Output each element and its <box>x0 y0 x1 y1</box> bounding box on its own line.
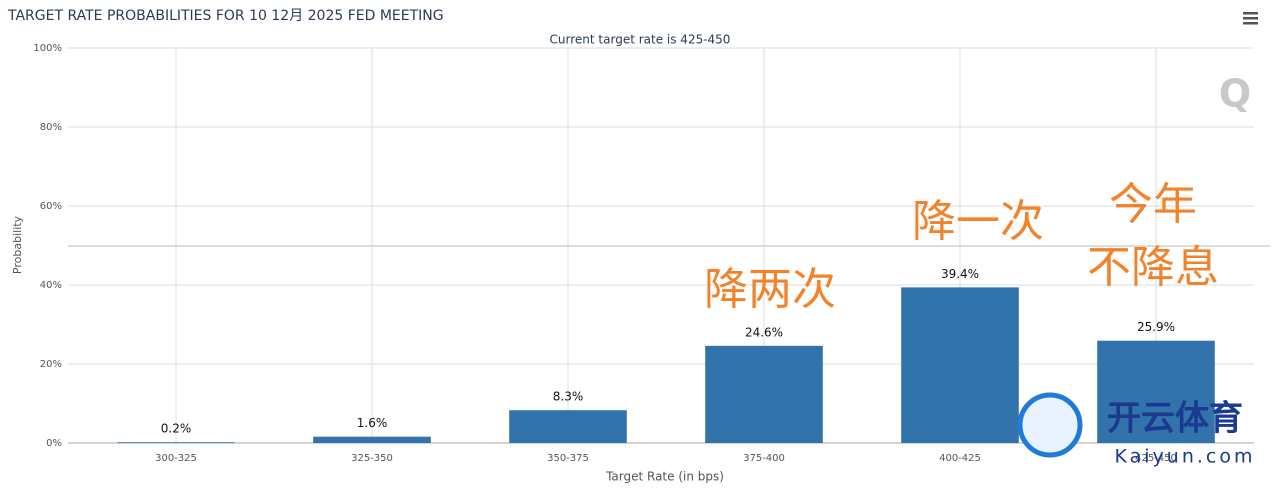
bar <box>509 410 627 443</box>
bar <box>705 345 823 443</box>
x-tick-label: 425-450 <box>1135 453 1177 464</box>
y-axis-title: Probability <box>11 215 24 274</box>
watermark: Kaiyun.com <box>1115 446 1256 468</box>
y-tick-label: 0% <box>46 438 62 449</box>
value-label: 25.9% <box>1137 320 1175 334</box>
chart-subtitle: Current target rate is 425-450 <box>550 33 731 47</box>
annotation: 降一次 <box>912 196 1044 247</box>
value-label: 8.3% <box>553 390 584 404</box>
bar <box>901 287 1019 443</box>
annotation: 今年 <box>1109 179 1197 230</box>
watermark-logo <box>1017 392 1083 458</box>
x-tick-label: 375-400 <box>743 453 785 464</box>
annotation: 降两次 <box>704 264 836 315</box>
x-tick-label: 300-325 <box>155 453 197 464</box>
value-label: 24.6% <box>745 325 783 339</box>
value-label: 0.2% <box>161 422 192 436</box>
y-tick-label: 100% <box>33 43 62 54</box>
chart-title: TARGET RATE PROBABILITIES FOR 10 12月 202… <box>7 8 444 24</box>
y-tick-label: 20% <box>40 359 62 370</box>
logo-q: Q <box>1219 72 1251 116</box>
x-tick-label: 350-375 <box>547 453 589 464</box>
bar <box>117 442 235 443</box>
value-label: 1.6% <box>357 416 388 430</box>
annotation: 不降息 <box>1087 242 1219 293</box>
menu-icon[interactable] <box>1243 12 1258 25</box>
bar <box>1097 340 1215 443</box>
menu-bar[interactable] <box>1243 12 1258 15</box>
x-axis-title: Target Rate (in bps) <box>605 470 724 484</box>
y-tick-label: 80% <box>40 122 62 133</box>
value-label: 39.4% <box>941 267 979 281</box>
x-tick-label: 400-425 <box>939 453 981 464</box>
watermark: 开云体育 <box>1107 399 1243 439</box>
menu-bar[interactable] <box>1243 17 1258 20</box>
x-tick-label: 325-350 <box>351 453 393 464</box>
y-tick-label: 40% <box>40 280 62 291</box>
bar <box>313 436 431 443</box>
menu-bar[interactable] <box>1243 22 1258 25</box>
y-tick-label: 60% <box>40 201 62 212</box>
